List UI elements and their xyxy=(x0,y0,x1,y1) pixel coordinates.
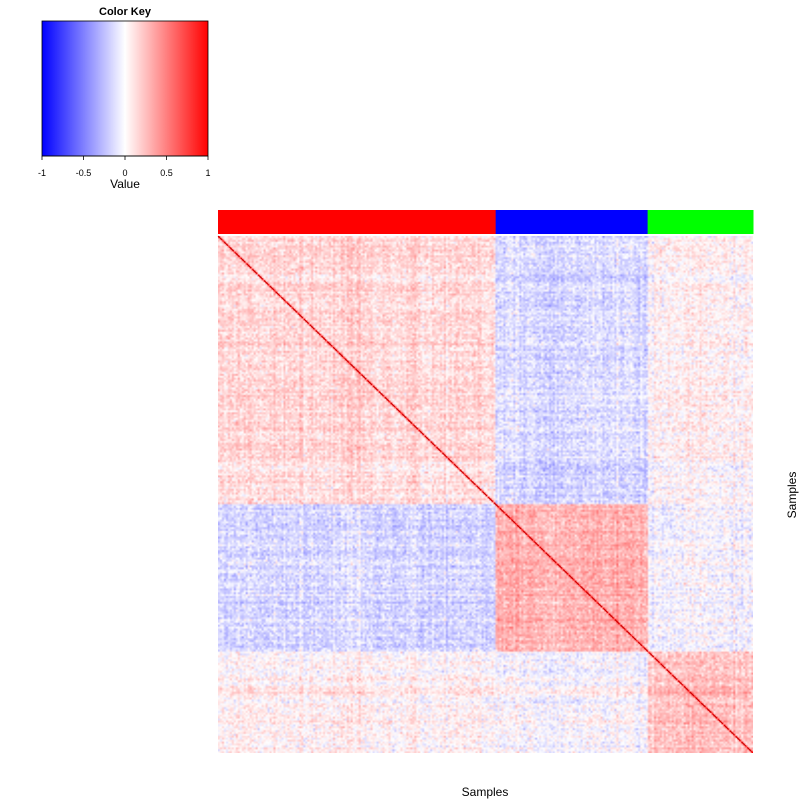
group-color-bar xyxy=(218,210,754,234)
color-key: Color Key -1 -0.5 0 0.5 1 Value xyxy=(38,6,211,191)
heatmap-diagonal xyxy=(217,235,754,754)
color-key-tick-label: -0.5 xyxy=(76,168,92,178)
color-key-ticks: -1 -0.5 0 0.5 1 xyxy=(38,156,211,178)
color-key-gradient xyxy=(41,20,209,157)
color-key-tick-label: 0 xyxy=(122,168,127,178)
color-key-label: Value xyxy=(110,177,140,191)
heatmap xyxy=(217,235,754,754)
color-key-tick-label: 0.5 xyxy=(160,168,173,178)
color-key-tick-label: -1 xyxy=(38,168,46,178)
group-bar-group-blue xyxy=(495,210,649,234)
y-axis-label: Samples xyxy=(785,472,799,519)
color-key-title: Color Key xyxy=(99,6,152,18)
color-key-tick-label: 1 xyxy=(205,168,210,178)
diagonal-line xyxy=(217,235,754,754)
x-axis-label: Samples xyxy=(462,785,509,799)
group-bar-group-green xyxy=(647,210,754,234)
group-bar-group-red xyxy=(218,210,497,234)
